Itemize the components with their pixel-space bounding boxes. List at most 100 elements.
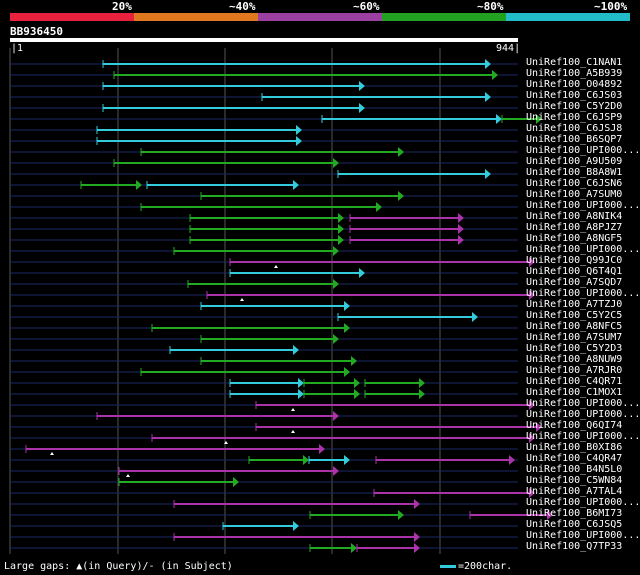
hit-label[interactable]: UniRef100_C6JS03 bbox=[526, 90, 623, 101]
hit-segment[interactable] bbox=[102, 103, 365, 113]
hit-label[interactable]: UniRef100_B8A8W1 bbox=[526, 167, 623, 178]
hit-segment[interactable] bbox=[229, 389, 304, 399]
hit-segment[interactable] bbox=[140, 147, 404, 157]
hit-segment[interactable] bbox=[80, 180, 142, 190]
hit-label[interactable]: UniRef100_B6MI73 bbox=[526, 508, 623, 519]
hit-label[interactable]: UniRef100_UPI000... bbox=[526, 288, 640, 299]
hit-segment[interactable] bbox=[337, 312, 478, 322]
hit-segment[interactable] bbox=[200, 301, 350, 311]
hit-segment[interactable] bbox=[309, 543, 357, 553]
hit-label[interactable]: UniRef100_C5WN84 bbox=[526, 475, 623, 486]
hit-segment[interactable] bbox=[118, 477, 239, 487]
hit-label[interactable]: UniRef100_A8NGF5 bbox=[526, 233, 623, 244]
hit-segment[interactable] bbox=[102, 59, 491, 69]
hit-label[interactable]: UniRef100_O04892 bbox=[526, 79, 623, 90]
hit-segment[interactable] bbox=[321, 114, 502, 124]
hit-segment[interactable] bbox=[173, 499, 420, 509]
hit-label[interactable]: UniRef100_C6JSQ5 bbox=[526, 519, 623, 530]
hit-segment[interactable] bbox=[118, 466, 339, 476]
hit-segment[interactable] bbox=[375, 455, 515, 465]
hit-segment[interactable] bbox=[151, 433, 535, 443]
hit-segment[interactable] bbox=[303, 378, 360, 388]
hit-segment[interactable] bbox=[349, 224, 464, 234]
hit-segment[interactable] bbox=[364, 389, 425, 399]
hit-label[interactable]: UniRef100_C4QR47 bbox=[526, 453, 623, 464]
hit-segment[interactable] bbox=[169, 345, 299, 355]
hit-label[interactable]: UniRef100_A9U509 bbox=[526, 156, 623, 167]
hit-segment[interactable] bbox=[200, 191, 404, 201]
hit-label[interactable]: UniRef100_A7TAL4 bbox=[526, 486, 623, 497]
hit-segment[interactable] bbox=[373, 488, 535, 498]
hit-segment[interactable] bbox=[189, 235, 344, 245]
hit-label[interactable]: UniRef100_B4N5L0 bbox=[526, 464, 623, 475]
hit-label[interactable]: UniRef100_A7TZJ0 bbox=[526, 299, 623, 310]
hit-segment[interactable] bbox=[308, 455, 350, 465]
hit-segment[interactable] bbox=[261, 92, 491, 102]
hit-label[interactable]: UniRef100_C6JSN6 bbox=[526, 178, 623, 189]
hit-segment[interactable] bbox=[364, 378, 425, 388]
hit-segment[interactable] bbox=[113, 158, 339, 168]
hit-label[interactable]: UniRef100_A8NFC5 bbox=[526, 321, 623, 332]
hit-label[interactable]: UniRef100_Q7TP33 bbox=[526, 541, 623, 552]
hit-segment[interactable] bbox=[303, 389, 360, 399]
hit-label[interactable]: UniRef100_UPI000... bbox=[526, 497, 640, 508]
hit-segment[interactable] bbox=[255, 422, 542, 432]
hit-segment[interactable] bbox=[349, 235, 464, 245]
hit-segment[interactable] bbox=[200, 356, 357, 366]
hit-segment[interactable] bbox=[102, 81, 365, 91]
hit-segment[interactable] bbox=[151, 323, 350, 333]
hit-segment[interactable] bbox=[140, 202, 382, 212]
hit-segment[interactable] bbox=[96, 125, 302, 135]
hit-label[interactable]: UniRef100_C4QR71 bbox=[526, 376, 623, 387]
hit-label[interactable]: UniRef100_UPI000... bbox=[526, 409, 640, 420]
hit-segment[interactable] bbox=[173, 532, 420, 542]
hit-label[interactable]: UniRef100_UPI000... bbox=[526, 200, 640, 211]
hit-label[interactable]: UniRef100_UPI000... bbox=[526, 530, 640, 541]
hit-segment[interactable] bbox=[173, 246, 339, 256]
hit-segment[interactable] bbox=[206, 290, 535, 300]
hit-segment[interactable] bbox=[140, 367, 350, 377]
hit-segment[interactable] bbox=[222, 521, 299, 531]
hit-segment[interactable] bbox=[337, 169, 491, 179]
hit-label[interactable]: UniRef100_A8NIK4 bbox=[526, 211, 623, 222]
hit-label[interactable]: UniRef100_A8NUW9 bbox=[526, 354, 623, 365]
hit-label[interactable]: UniRef100_C6JSJ8 bbox=[526, 123, 623, 134]
hit-segment[interactable] bbox=[189, 213, 344, 223]
hit-segment[interactable] bbox=[229, 268, 365, 278]
hit-segment[interactable] bbox=[248, 455, 309, 465]
hit-label[interactable]: UniRef100_B6SQP7 bbox=[526, 134, 623, 145]
hit-label[interactable]: UniRef100_C5Y2D0 bbox=[526, 101, 623, 112]
hit-segment[interactable] bbox=[229, 257, 535, 267]
hit-segment[interactable] bbox=[146, 180, 299, 190]
hit-segment[interactable] bbox=[96, 411, 339, 421]
hit-label[interactable]: UniRef100_A7SQD7 bbox=[526, 277, 623, 288]
hit-label[interactable]: UniRef100_A7SUM0 bbox=[526, 189, 623, 200]
hit-segment[interactable] bbox=[309, 510, 404, 520]
hit-label[interactable]: UniRef100_A7RJR0 bbox=[526, 365, 623, 376]
hit-segment[interactable] bbox=[356, 543, 420, 553]
hit-label[interactable]: UniRef100_B0XI86 bbox=[526, 442, 623, 453]
hit-label[interactable]: UniRef100_UPI000... bbox=[526, 431, 640, 442]
hit-label[interactable]: UniRef100_UPI000... bbox=[526, 398, 640, 409]
hit-segment[interactable] bbox=[501, 114, 542, 124]
hit-label[interactable]: UniRef100_C1NAN1 bbox=[526, 57, 623, 68]
hit-segment[interactable] bbox=[469, 510, 553, 520]
hit-label[interactable]: UniRef100_C5Y2C5 bbox=[526, 310, 623, 321]
hit-segment[interactable] bbox=[113, 70, 498, 80]
hit-label[interactable]: UniRef100_A7SUM7 bbox=[526, 332, 623, 343]
hit-label[interactable]: UniRef100_C1MOX1 bbox=[526, 387, 623, 398]
hit-segment[interactable] bbox=[200, 334, 339, 344]
hit-label[interactable]: UniRef100_C5Y2D3 bbox=[526, 343, 623, 354]
hit-segment[interactable] bbox=[189, 224, 344, 234]
hit-segment[interactable] bbox=[229, 378, 304, 388]
hit-segment[interactable] bbox=[255, 400, 535, 410]
hit-label[interactable]: UniRef100_UPI000... bbox=[526, 244, 640, 255]
hit-label[interactable]: UniRef100_UPI000... bbox=[526, 145, 640, 156]
hit-segment[interactable] bbox=[349, 213, 464, 223]
hit-label[interactable]: UniRef100_Q99JC0 bbox=[526, 255, 623, 266]
hit-label[interactable]: UniRef100_Q6QI74 bbox=[526, 420, 623, 431]
hit-label[interactable]: UniRef100_Q6T4Q1 bbox=[526, 266, 623, 277]
hit-label[interactable]: UniRef100_C6JSP9 bbox=[526, 112, 623, 123]
hit-segment[interactable] bbox=[187, 279, 339, 289]
hit-segment[interactable] bbox=[96, 136, 302, 146]
